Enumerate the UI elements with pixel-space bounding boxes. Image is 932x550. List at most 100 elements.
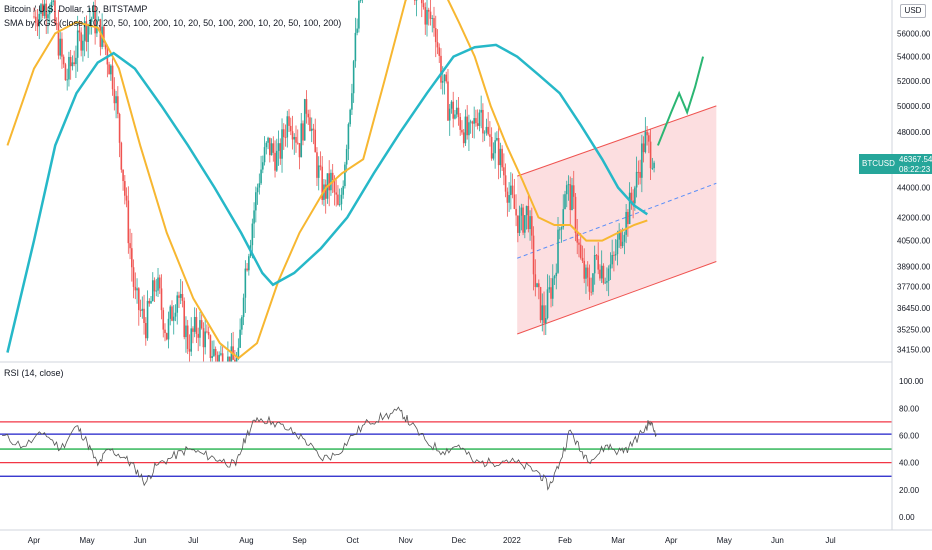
time-axis[interactable]: Apr May Jun Jul Aug Sep Oct Nov Dec 2022 Feb Mar Apr… [28,536,836,545]
candle-body [431,18,434,19]
candle-body [263,147,266,163]
candle-body [87,25,89,42]
candle-body [487,126,489,135]
price-axis[interactable]: 56000.00 54000.00 52000.00 50000.00 48000.00… [897,29,931,354]
candle-body [555,272,558,277]
candle-body [644,131,647,153]
candle-body [641,143,643,178]
candle-body [200,320,203,329]
candle-body [625,211,627,235]
candle-body [504,175,507,192]
price-tick-label: 56000.00 [897,29,931,38]
candle-body [125,195,128,201]
candle-body [59,38,62,56]
rsi-levels [0,421,892,477]
candle-body [539,287,542,321]
candle-body [492,153,495,159]
price-tick-label: 48000.00 [897,128,931,137]
projection-path [656,56,705,146]
candle-body [630,192,633,201]
candle-body [564,194,566,210]
candle-body [541,305,544,321]
candle-body [267,137,269,143]
candle-body [482,109,484,134]
candle-body [89,21,91,26]
candle-body [141,308,144,311]
candle-body [445,74,448,82]
candle-body [262,162,264,170]
candle-body [258,183,261,188]
candle-body [517,215,519,233]
rsi-panel[interactable] [0,406,892,491]
candle-body [342,186,344,195]
channel-mid-line [517,182,717,259]
candle-body [618,230,620,240]
candle-body [550,287,552,299]
candle-body [345,149,348,165]
candle-body [284,137,287,138]
candle-body [115,96,117,104]
currency-button[interactable]: USD [900,4,926,18]
candle-body [480,109,482,113]
price-tick-label: 36450.00 [897,304,931,313]
candle-body [537,283,540,288]
candle-body [448,108,451,121]
candle-body [132,267,135,287]
price-tick-label: 40500.00 [897,237,931,246]
candle-body [162,310,165,330]
candle-body [511,185,514,195]
candle-body [614,254,617,256]
candle-body [207,331,210,336]
candle-body [422,3,425,8]
candle-body [97,19,100,21]
candle-body [244,268,247,298]
candle-body [433,18,435,29]
price-tick-label: 52000.00 [897,77,931,86]
candle-body [623,234,626,242]
candle-body [150,301,152,304]
candle-body [281,129,283,159]
candle-body [637,171,640,173]
candle-body [469,121,472,123]
time-tick-label: Oct [346,536,359,545]
sma-slow-line [6,43,649,353]
rsi-axis[interactable]: 100.00 80.00 60.00 40.00 20.00 0.00 [899,377,924,522]
candle-body [186,325,189,349]
candle-body [620,230,622,247]
candle-body [513,194,516,209]
candle-body [340,194,343,205]
candle-body [461,129,463,133]
candle-body [138,288,140,310]
price-panel[interactable] [6,0,717,389]
candle-body [562,209,565,228]
candle-body [489,134,491,137]
candle-body [52,0,55,2]
candle-body [316,152,318,178]
candle-body [352,61,355,94]
chart-title: Bitcoin / U.S. Dollar, 1D, BITSTAMP [4,4,148,14]
candle-body [111,65,114,90]
candle-body [337,194,339,205]
last-price-tag: BTCUSD 46367.54 08:22:23 [859,154,932,174]
candle-body [260,169,262,184]
candle-body [206,331,208,333]
candle-body [473,118,475,124]
candle-body [527,205,530,230]
candle-body [185,325,187,338]
candle-body [164,329,166,334]
candle-body [515,208,517,216]
candle-body [518,215,521,233]
candle-body [319,165,322,167]
candle-body [38,13,41,27]
candle-body [462,132,465,144]
candle-body [78,30,81,33]
price-tick-label: 37700.00 [897,282,931,291]
candle-body [551,278,554,299]
candle-body [635,171,638,188]
candle-body [76,30,79,58]
candle-body [179,293,182,298]
time-tick-label: Sep [292,536,307,545]
candle-body [649,141,652,169]
candle-body [599,269,601,279]
